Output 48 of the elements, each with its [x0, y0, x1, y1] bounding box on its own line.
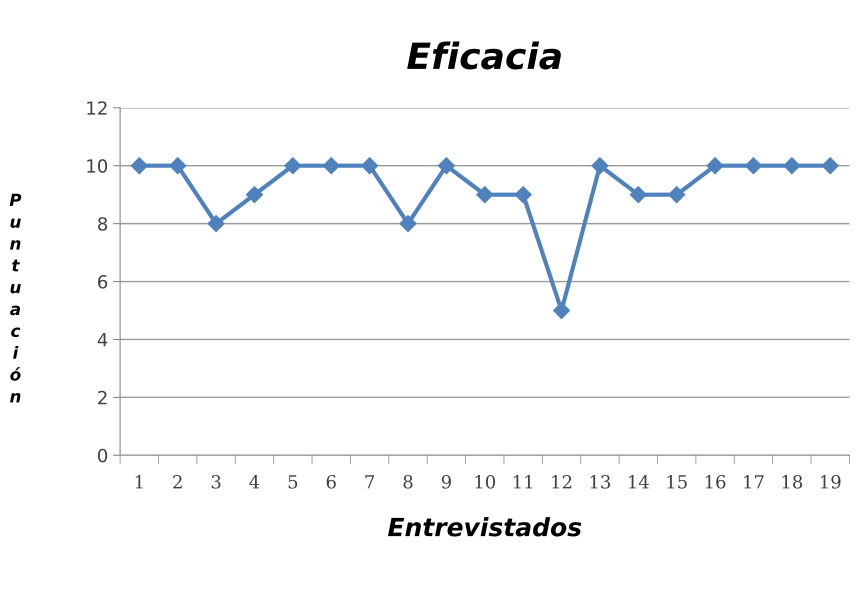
x-tick-label: 19 [820, 475, 840, 489]
point [706, 157, 724, 174]
y-tick-label: 4 [98, 333, 108, 346]
point [399, 215, 417, 232]
point [514, 186, 532, 204]
y-tick-label: 0 [98, 448, 108, 462]
x-tick-label: 12 [552, 475, 572, 488]
y-tick-label: 6 [98, 274, 108, 289]
point [744, 157, 762, 174]
y-tick-label: 2 [98, 390, 107, 404]
point [361, 157, 378, 174]
text: Puntuación [10, 194, 22, 402]
x-tick-label: 1 [136, 475, 142, 488]
chart-title: Eficacia [407, 41, 561, 70]
x-tick-label: 4 [249, 475, 260, 488]
x-tick-label: 15 [667, 475, 687, 489]
x-tick-label: 8 [403, 475, 413, 489]
x-tick-label: 2 [173, 475, 182, 488]
point [130, 157, 148, 174]
x-tick-label: 17 [744, 475, 764, 488]
x-tick-label: 3 [212, 475, 220, 489]
x-tick-label: 9 [442, 475, 451, 489]
point [208, 215, 225, 232]
x-tick-label: 13 [590, 475, 610, 489]
point [246, 186, 264, 204]
point [668, 186, 686, 204]
x-tick-label: 10 [475, 475, 496, 489]
x-tick-label: 14 [629, 475, 649, 488]
point [169, 157, 186, 174]
x-tick-label: 7 [365, 475, 374, 488]
point [783, 157, 800, 174]
x-tick-label: 11 [514, 475, 532, 488]
x-tick-label: 18 [782, 475, 802, 489]
x-axis-title: Entrevistados [388, 517, 582, 537]
point [438, 157, 455, 174]
y-tick-label: 8 [98, 217, 108, 231]
x-tick-label: 6 [326, 475, 336, 489]
point [322, 157, 340, 174]
point [284, 157, 302, 174]
point [591, 157, 608, 174]
point [476, 186, 494, 204]
point [552, 302, 570, 320]
y-tick-label: 12 [87, 101, 107, 115]
point [630, 186, 647, 204]
y-tick-label: 10 [87, 159, 108, 173]
x-tick-label: 16 [706, 475, 726, 489]
x-tick-label: 5 [288, 475, 298, 489]
point [822, 157, 839, 174]
